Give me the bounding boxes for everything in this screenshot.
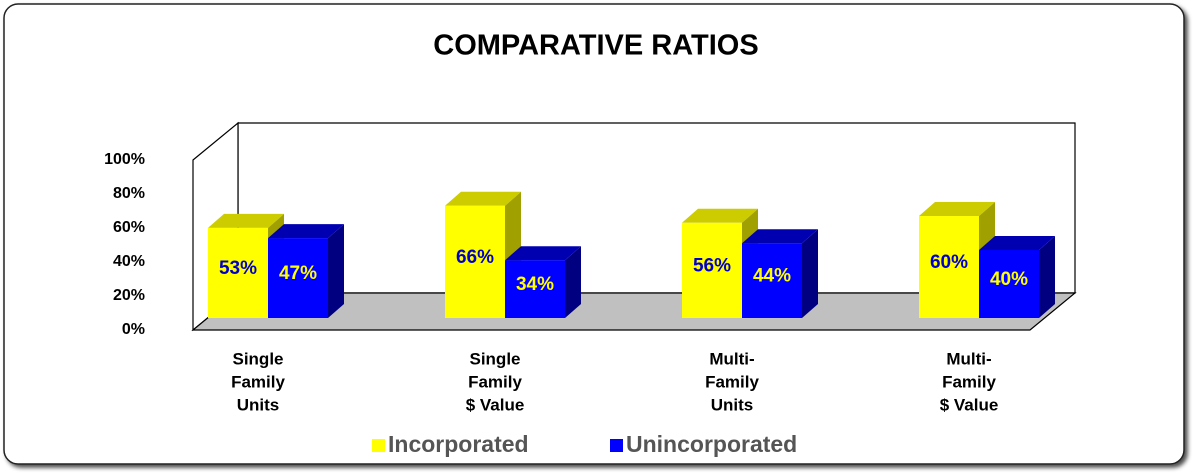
data-label: 66% bbox=[456, 247, 494, 268]
y-tick-label: 20% bbox=[113, 287, 145, 304]
y-tick-label: 100% bbox=[104, 151, 145, 168]
x-tick-label: Family bbox=[942, 372, 996, 391]
x-tick-label: Multi- bbox=[709, 349, 754, 368]
data-label: 56% bbox=[693, 255, 731, 276]
x-tick-label: Family bbox=[231, 372, 285, 391]
bar-top bbox=[742, 229, 818, 244]
bar-side bbox=[1039, 236, 1055, 318]
x-tick-label: Single bbox=[469, 349, 520, 368]
bar-top bbox=[208, 213, 284, 228]
x-tick-label: Family bbox=[468, 372, 522, 391]
x-tick-label: Single bbox=[232, 349, 283, 368]
bar bbox=[979, 250, 1039, 318]
x-tick-label: Units bbox=[237, 395, 280, 414]
y-tick-label: 60% bbox=[113, 219, 145, 236]
data-label: 40% bbox=[990, 269, 1028, 290]
y-tick-label: 40% bbox=[113, 253, 145, 270]
bar-top bbox=[445, 191, 521, 206]
x-tick-label: Family bbox=[705, 372, 759, 391]
bar bbox=[268, 238, 328, 318]
bar-top bbox=[919, 202, 995, 216]
bar-side bbox=[802, 229, 818, 318]
x-tick-label: Multi- bbox=[946, 349, 991, 368]
data-label: 44% bbox=[753, 266, 791, 287]
bar bbox=[445, 205, 505, 318]
bar-top bbox=[682, 208, 758, 223]
y-tick-label: 0% bbox=[122, 321, 145, 338]
data-label: 34% bbox=[516, 274, 554, 295]
legend-label: Unincorporated bbox=[626, 431, 797, 457]
bar-top bbox=[268, 224, 344, 239]
chart-title: COMPARATIVE RATIOS bbox=[433, 30, 758, 62]
x-tick-label: Units bbox=[711, 395, 754, 414]
bar-side bbox=[565, 246, 581, 318]
legend-swatch bbox=[610, 439, 623, 452]
data-label: 60% bbox=[930, 252, 968, 273]
data-label: 53% bbox=[219, 258, 257, 279]
bar-top bbox=[979, 236, 1055, 250]
bar bbox=[919, 216, 979, 318]
y-tick-label: 80% bbox=[113, 185, 145, 202]
bar bbox=[742, 243, 802, 318]
bar bbox=[208, 227, 268, 318]
bar bbox=[682, 222, 742, 318]
bar bbox=[505, 260, 565, 318]
bar-top bbox=[505, 246, 581, 261]
bar-side bbox=[328, 224, 344, 318]
data-label: 47% bbox=[279, 263, 317, 284]
legend-label: Incorporated bbox=[388, 431, 529, 457]
x-tick-label: $ Value bbox=[466, 395, 525, 414]
x-tick-label: $ Value bbox=[940, 395, 999, 414]
legend-swatch bbox=[372, 439, 385, 452]
